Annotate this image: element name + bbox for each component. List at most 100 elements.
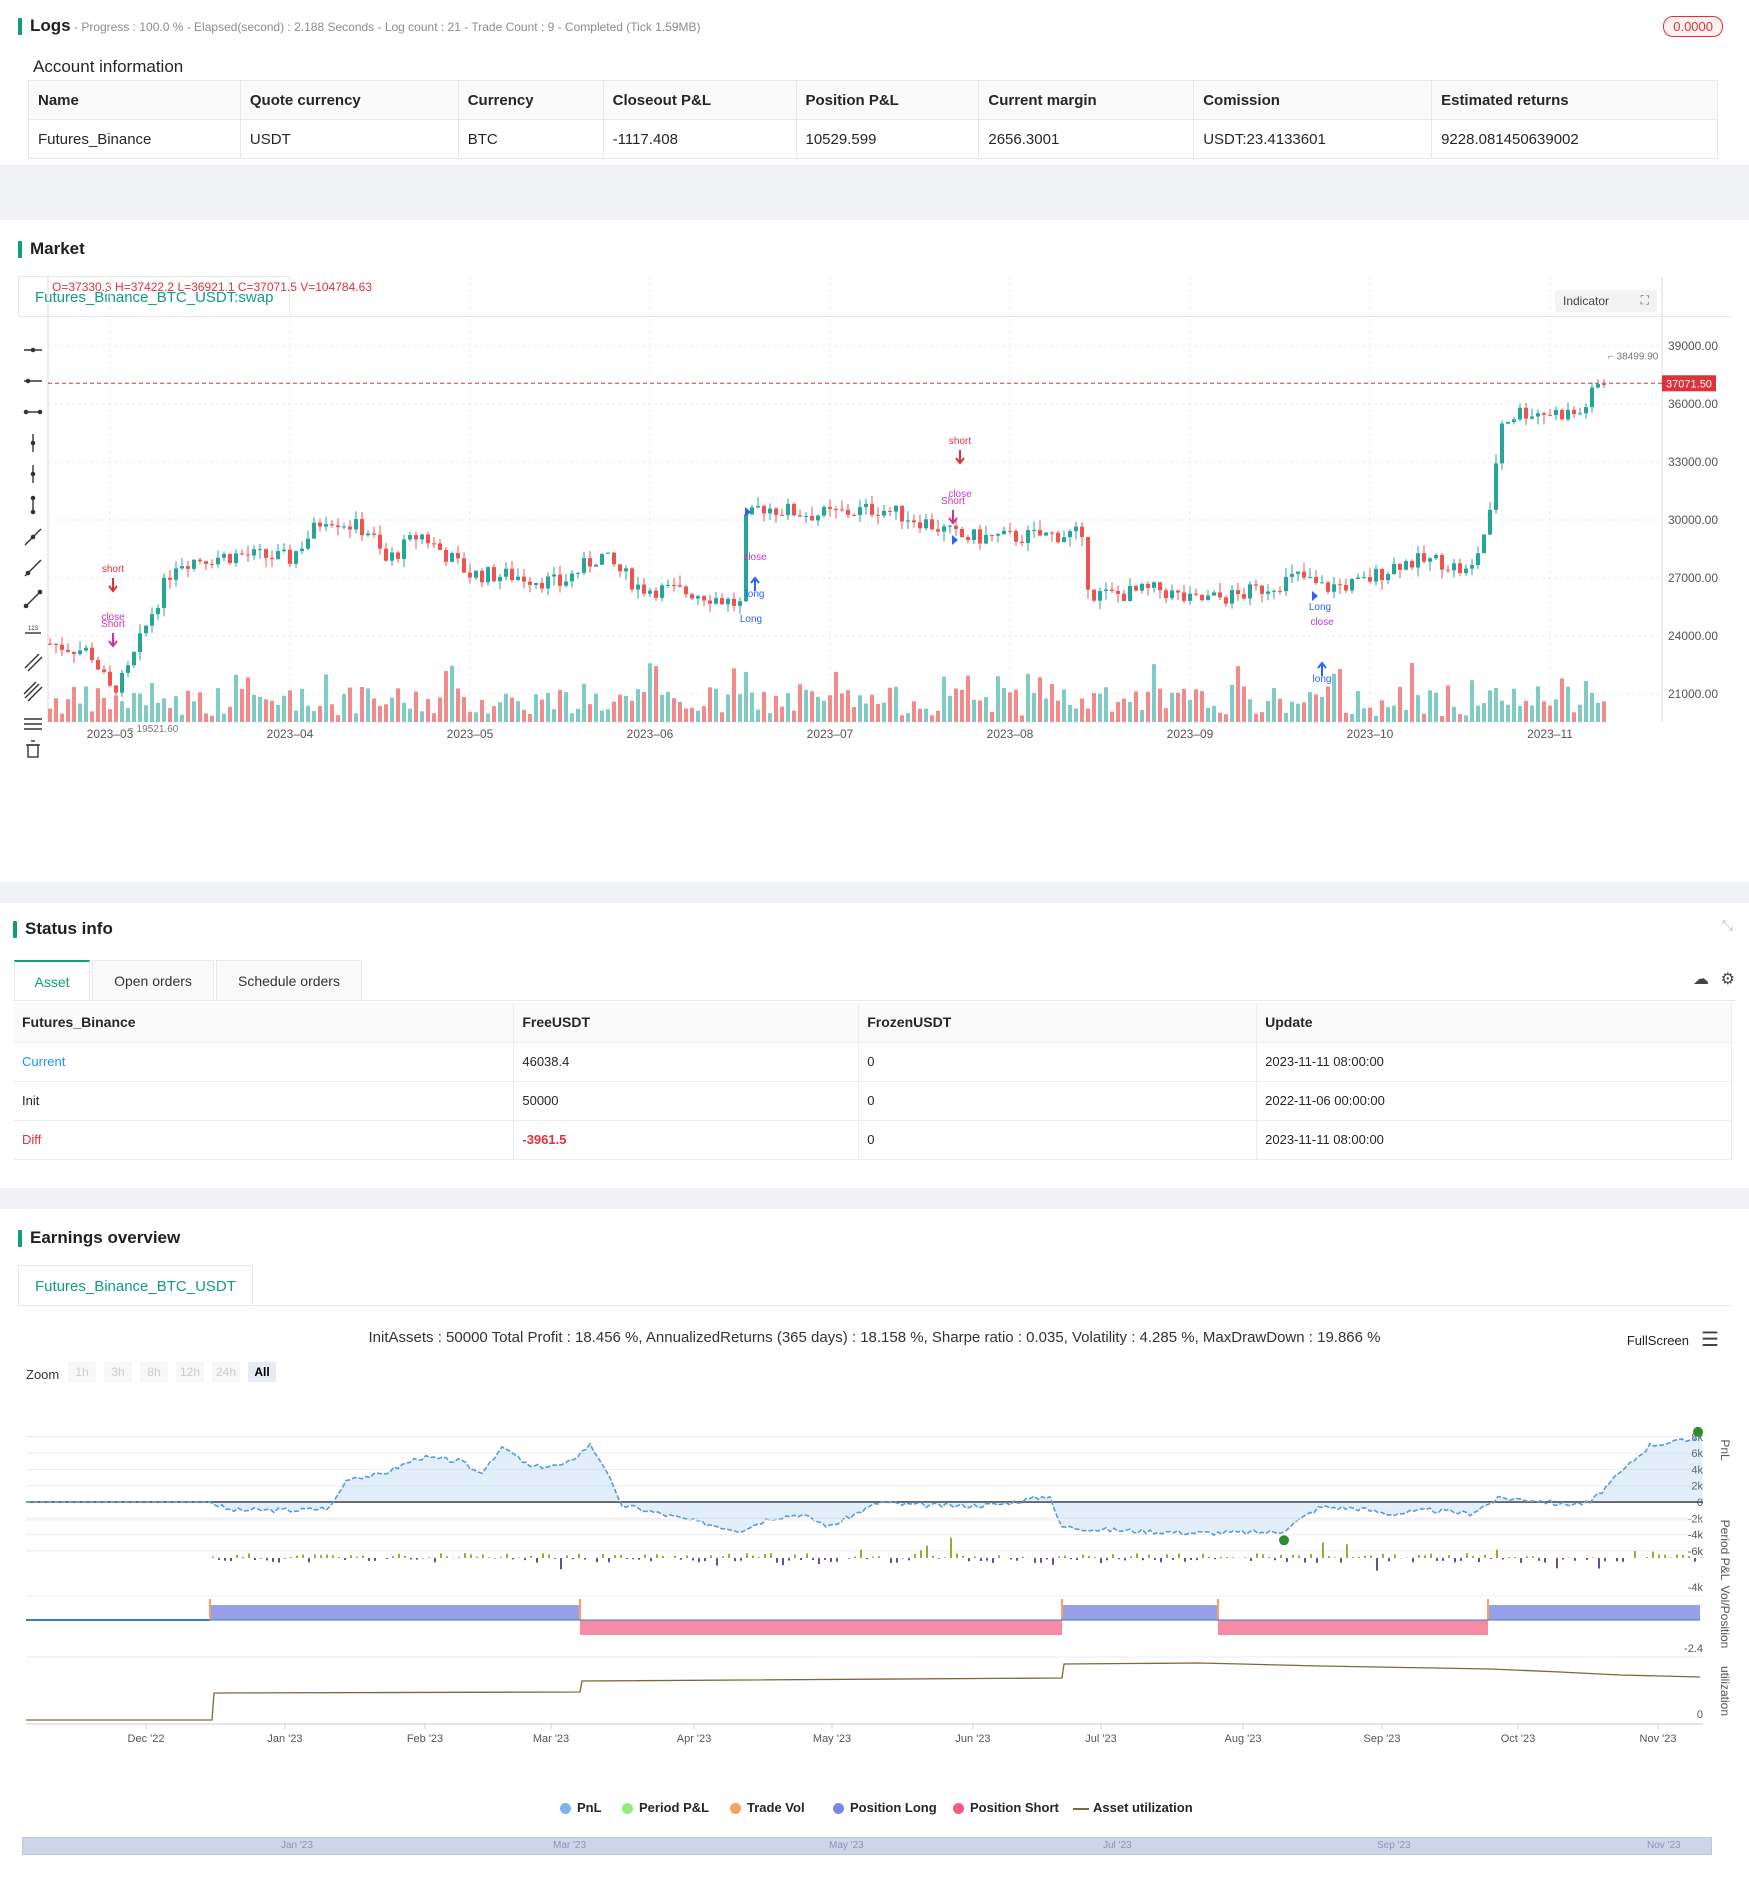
period-pnl-bar [476, 1556, 478, 1558]
volume-bar [360, 687, 364, 722]
period-pnl-bar [1694, 1558, 1696, 1562]
indicator-button[interactable]: Indicator ⛶ [1555, 290, 1657, 312]
legend-item[interactable]: Position Long [833, 1800, 937, 1815]
asset-cell: Current [14, 1042, 515, 1082]
candle-body [942, 526, 946, 532]
drawing-tools-icons[interactable]: 123 [20, 340, 46, 760]
volume-bar [1260, 712, 1264, 722]
legend-label: Trade Vol [747, 1800, 805, 1815]
period-pnl-bar [776, 1558, 778, 1563]
volume-bar [858, 695, 862, 722]
settings-gear-icon[interactable]: ⚙ [1720, 971, 1735, 988]
legend-item[interactable]: Asset utilization [1073, 1800, 1193, 1815]
period-pnl-bar [1424, 1555, 1426, 1558]
period-pnl-bar [1196, 1558, 1198, 1561]
candle-body [522, 576, 526, 582]
collapse-icon[interactable]: ⤡ [1721, 917, 1733, 933]
volume-bar [180, 714, 184, 722]
period-pnl-bar [530, 1555, 532, 1558]
volume-bar [1314, 694, 1318, 722]
legend-item[interactable]: Position Short [953, 1800, 1059, 1815]
zoom-8h[interactable]: 8h [140, 1362, 168, 1382]
candle-body [336, 525, 340, 528]
tab-schedule-orders[interactable]: Schedule orders [216, 960, 362, 1000]
candle-body [1092, 589, 1096, 601]
period-pnl-bar [1370, 1555, 1372, 1558]
period-pnl-bar [512, 1558, 514, 1560]
period-pnl-bar [626, 1558, 628, 1559]
candle-body [1050, 532, 1054, 534]
period-pnl-bar [1268, 1556, 1270, 1558]
volume-bar [390, 697, 394, 722]
tab-market-symbol[interactable]: Futures_Binance_BTC_USDT:swap [18, 276, 291, 317]
candle-body [1122, 593, 1126, 602]
zoom-24h[interactable]: 24h [212, 1362, 240, 1382]
candle-body [474, 570, 478, 578]
period-pnl-bar [1484, 1554, 1486, 1558]
zoom-1h[interactable]: 1h [68, 1362, 96, 1382]
volume-bar [1488, 690, 1492, 722]
period-pnl-bar [596, 1558, 598, 1563]
zoom-12h[interactable]: 12h [176, 1362, 204, 1382]
period-pnl-bar [1340, 1558, 1342, 1563]
volume-bar [714, 688, 718, 722]
volume-bar [1506, 704, 1510, 722]
volume-bar [1542, 701, 1546, 722]
period-pnl-bar [1460, 1558, 1462, 1561]
volume-bar [330, 704, 334, 722]
volume-bar [1026, 673, 1030, 722]
candle-body [1452, 563, 1456, 571]
period-pnl-bar [1316, 1558, 1318, 1563]
period-pnl-bar [950, 1537, 952, 1558]
volume-bar [1434, 692, 1438, 722]
legend-item[interactable]: Period P&L [622, 1800, 709, 1815]
period-pnl-bar [992, 1558, 994, 1563]
period-pnl-bar [1352, 1557, 1354, 1558]
candle-body [600, 553, 604, 565]
candle-body [948, 525, 952, 527]
candle-body [72, 651, 76, 655]
candle-body [906, 520, 910, 522]
volume-bar [480, 700, 484, 722]
candle-body [174, 568, 178, 580]
zoom-3h[interactable]: 3h [104, 1362, 132, 1382]
period-pnl-bar [980, 1558, 982, 1561]
period-pnl-bar [1112, 1554, 1114, 1558]
volume-bar [1050, 683, 1054, 722]
navigator[interactable]: Jan '23 Mar '23 May '23 Jul '23 Sep '23 Nov '… [22, 1837, 1712, 1855]
volume-bar [876, 703, 880, 722]
zoom-All[interactable]: All [248, 1362, 276, 1382]
volume-bar [1230, 684, 1234, 722]
volume-bar [1398, 686, 1402, 722]
legend-item[interactable]: Trade Vol [730, 1800, 805, 1815]
candle-body [300, 548, 304, 552]
candle-body [930, 519, 934, 530]
tab-earnings-symbol[interactable]: Futures_Binance_BTC_USDT [18, 1265, 253, 1306]
period-pnl-bar [716, 1558, 718, 1566]
tab-open-orders[interactable]: Open orders [92, 960, 214, 1000]
volume-bar [336, 715, 340, 722]
volume-bar [864, 703, 868, 722]
fullscreen-button[interactable]: FullScreen [1626, 1333, 1689, 1348]
volume-bar [948, 695, 952, 722]
candlestick-chart[interactable]: 39000.00 36000.00 33000.00 30000.00 27000.00… [0, 272, 1749, 792]
period-pnl-bar [362, 1555, 364, 1558]
menu-icon[interactable]: ☰ [1701, 1329, 1719, 1351]
candle-body [516, 576, 520, 581]
candle-body [1320, 582, 1324, 584]
period-pnl-bar [1208, 1556, 1210, 1558]
candle-body [360, 519, 364, 536]
candle-body [252, 549, 256, 556]
cloud-download-icon[interactable]: ☁ [1693, 971, 1709, 988]
period-pnl-bar [1634, 1551, 1636, 1558]
tab-asset[interactable]: Asset [14, 960, 90, 1000]
candle-body [1194, 593, 1198, 595]
candle-body [978, 529, 982, 544]
period-pnl-bar [278, 1558, 280, 1563]
candle-body [900, 505, 904, 522]
price-tick-label: 21000.00 [1668, 687, 1718, 701]
candle-body [342, 526, 346, 528]
legend-item[interactable]: PnL [560, 1800, 602, 1815]
volume-bar [1554, 699, 1558, 722]
